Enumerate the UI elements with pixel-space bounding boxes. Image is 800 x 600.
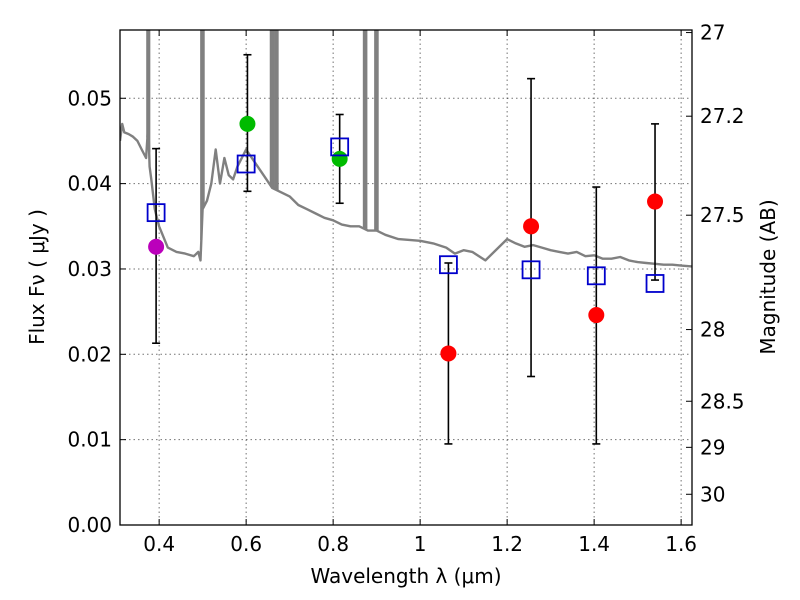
y2-tick-label: 30 [700,482,725,506]
x-tick-label: 1.6 [665,532,697,556]
x-tick-label: 0.8 [317,532,349,556]
y2-tick-label: 28.5 [700,389,745,413]
axis-ticks [120,30,692,526]
model-spectrum-layer [120,30,692,268]
y2-tick-label: 27.2 [700,104,745,128]
x-tick-label: 1.2 [491,532,523,556]
observed-points-layer [148,115,664,362]
y2-tick-label: 27 [700,21,725,45]
tick-labels: 0.4 0.6 0.8 1 1.2 1.4 1.6 0.00 0.01 0.02 0.03 0.04 0… [67,21,744,556]
plot-frame [119,29,693,526]
observed-point [239,115,256,132]
x-tick-label: 1 [414,532,427,556]
x-tick-label: 1.4 [578,532,610,556]
y-tick-label: 0.05 [67,86,112,110]
observed-point [588,307,605,324]
model-point-square [330,137,350,157]
y2-tick-label: 29 [700,435,725,459]
observed-point [148,238,165,255]
model-spectrum-line [120,122,692,268]
y-tick-label: 0.00 [67,513,112,537]
model-point-square [645,274,665,293]
observed-point [647,193,664,210]
x-tick-label: 0.4 [143,532,175,556]
observed-point [523,218,540,235]
observed-point [331,150,348,167]
x-axis-title: Wavelength λ (μm) [310,564,501,588]
y-tick-label: 0.04 [67,172,112,196]
model-point-square [236,154,256,174]
y2-axis-title: Magnitude (AB) [756,199,780,354]
model-point-square [521,260,541,280]
y-axis-title: Flux Fν ( μJy ) [25,209,49,345]
y2-tick-label: 27.5 [700,203,745,227]
model-point-square [146,203,166,223]
y-tick-label: 0.02 [67,342,112,366]
observed-point [440,345,457,362]
model-point-square [586,266,606,286]
y-tick-label: 0.03 [67,257,112,281]
model-point-square [439,255,458,275]
model-points-layer [146,137,665,293]
y-tick-label: 0.01 [67,428,112,452]
y2-tick-label: 28 [700,318,725,342]
x-tick-label: 0.6 [230,532,262,556]
